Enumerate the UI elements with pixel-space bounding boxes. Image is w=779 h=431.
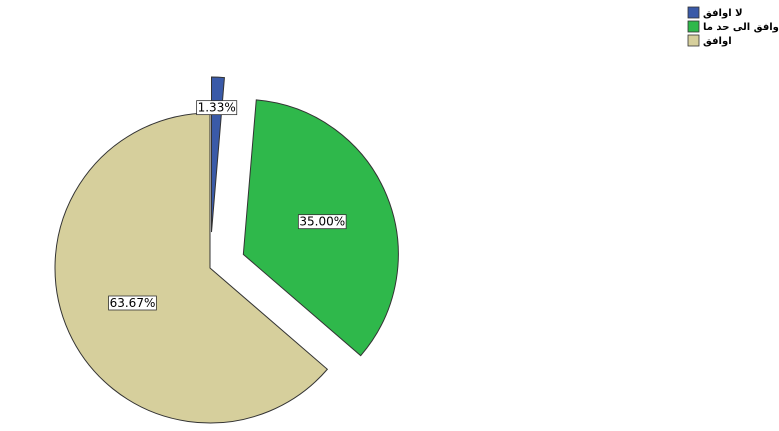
data-label: 35.00% — [297, 214, 347, 230]
data-label-bg — [108, 295, 157, 311]
data-label-bg — [297, 214, 347, 230]
data-label-text: 63.67% — [110, 296, 156, 310]
legend-label: اوافق — [703, 36, 732, 47]
data-label-bg — [196, 100, 238, 116]
legend-label: اوافق الى حد ما — [703, 22, 779, 33]
data-label-text: 1.33% — [198, 101, 236, 115]
legend-swatch — [687, 6, 700, 19]
pie-slice — [54, 112, 329, 424]
legend-label: لا اوافق — [703, 8, 743, 19]
data-label: 63.67% — [108, 295, 157, 311]
pie-slice — [211, 76, 225, 233]
data-label-text: 35.00% — [299, 215, 345, 229]
legend-swatch — [687, 34, 700, 47]
legend-swatch — [687, 20, 700, 33]
data-label: 1.33% — [196, 100, 238, 116]
